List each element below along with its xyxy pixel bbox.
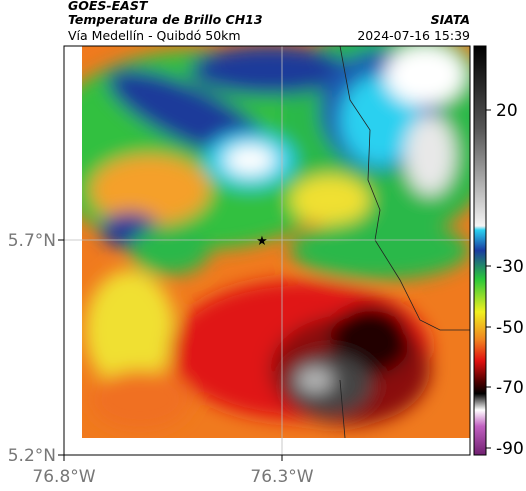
colorbar-tick-label: 20 xyxy=(496,101,518,121)
lat-label: 5.7°N xyxy=(8,231,56,251)
lon-label: 76.8°W xyxy=(32,467,95,487)
title: GOES-EAST xyxy=(68,0,149,13)
border-line xyxy=(339,46,470,438)
brightness-temperature-image xyxy=(82,46,470,438)
lon-label: 76.3°W xyxy=(250,467,313,487)
subtitle: Temperatura de Brillo CH13 xyxy=(68,12,263,27)
colorbar xyxy=(473,45,487,456)
location: Vía Medellín - Quibdó 50km xyxy=(68,28,241,43)
colorbar-tick-label: -30 xyxy=(496,257,524,277)
colorbar-tick-label: -70 xyxy=(496,378,524,398)
map-frame xyxy=(63,45,471,456)
colorbar-tick-label: -90 xyxy=(496,439,524,459)
source: SIATA xyxy=(431,12,470,27)
colorbar-tick-label: -50 xyxy=(496,318,524,338)
location-star: ★ xyxy=(256,234,268,249)
datetime: 2024-07-16 15:39 xyxy=(357,28,470,43)
lat-label: 5.2°N xyxy=(8,446,56,466)
